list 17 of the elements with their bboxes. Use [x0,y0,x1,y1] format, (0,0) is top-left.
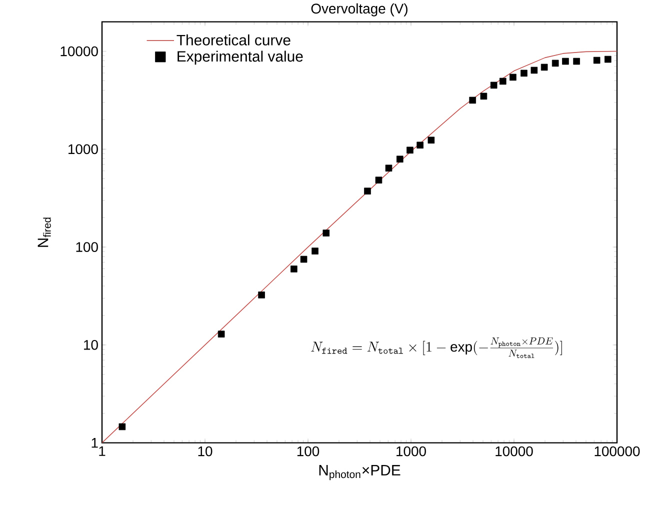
y-tick-label: 10000 [60,46,98,56]
x-tick-label: 1000 [396,446,426,456]
y-tick-label: 10 [84,340,98,350]
y-axis-title: N$_{fired}$ [38,218,51,248]
annotation: $N_{\mathtt{fired}} = N_{\mathtt{total}} \times [1-\exp(-\frac{N_{\mathtt{photon}}\times PDE}{N_{\mathtt{total}}})]$ [311,338,562,358]
x-tick-label: 10 [198,446,212,456]
legend-label: Experimental value [178,50,303,65]
legend-label: Theoretical curve [176,34,290,46]
x-axis-title: N$_{photon}$×PDE [319,465,400,480]
x-tick-label: 100 [297,446,320,456]
x-tick-label: 1 [99,446,106,456]
y-tick-label: 100 [76,242,98,252]
y-tick-label: 1 [92,438,98,448]
y-tick-label: 1000 [68,144,98,154]
x-tick-label: 100000 [594,446,640,456]
x-tick-label: 10000 [496,446,533,456]
chart-title: Overvoltage (V) [311,3,408,16]
